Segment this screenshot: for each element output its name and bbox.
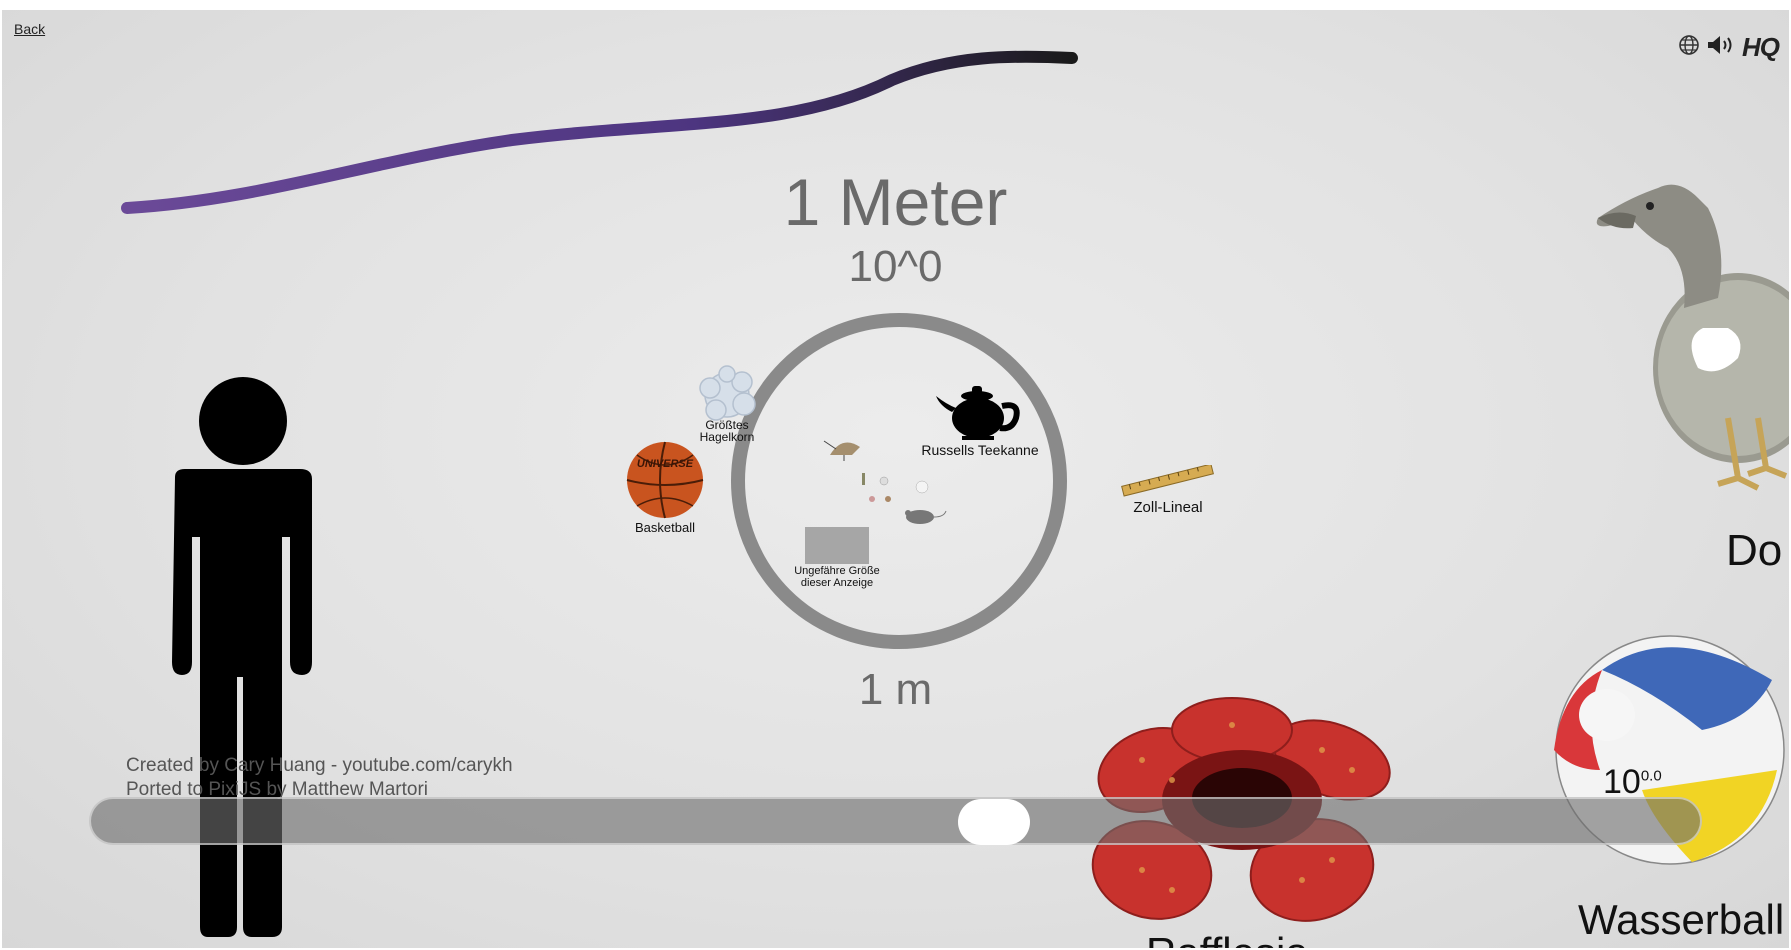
- rafflesia-label: Rafflesia: [1146, 932, 1309, 948]
- screen-size-label: Ungefähre Größe dieser Anzeige: [794, 565, 880, 589]
- screen-size-rect: [805, 527, 869, 564]
- teapot-image: [936, 386, 1020, 440]
- scale-viewport[interactable]: Back HQ: [2, 10, 1789, 948]
- teapot-label: Russells Teekanne: [921, 442, 1039, 458]
- zoom-slider-track[interactable]: [89, 797, 1702, 845]
- basketball-brand: UNIVERSE: [637, 458, 694, 470]
- hailstone-image: [699, 365, 756, 421]
- dodo-label: Do: [1726, 526, 1783, 575]
- ruler-label: Zoll-Lineal: [1133, 499, 1203, 516]
- human-silhouette: [172, 377, 312, 937]
- scale-unit: 1 m: [858, 665, 933, 714]
- zoom-slider-thumb[interactable]: [958, 799, 1030, 845]
- dodo-image: [1596, 184, 1789, 491]
- hq-toggle-button[interactable]: HQ: [1742, 32, 1780, 62]
- rope-image: [121, 50, 1078, 214]
- globe-icon[interactable]: [1678, 34, 1700, 61]
- speaker-icon[interactable]: [1706, 34, 1736, 61]
- top-toolbar: HQ: [1678, 32, 1780, 63]
- back-link[interactable]: Back: [14, 21, 46, 37]
- scale-title: 1 Meter: [783, 165, 1008, 239]
- slider-value-readout: 100.0: [1603, 763, 1662, 801]
- basketball-label: Basketball: [635, 520, 695, 535]
- basketball-image: UNIVERSE: [626, 441, 704, 519]
- credits-line-port: Ported to PixiJS by Matthew Martori: [126, 779, 428, 800]
- credits-line-creator: Created by Cary Huang - youtube.com/cary…: [126, 755, 513, 776]
- tiny-animals-cluster: [823, 440, 947, 524]
- scale-power: 10^0: [848, 242, 943, 291]
- hailstone-label: Größtes Hagelkorn: [699, 418, 755, 444]
- credits: Created by Cary Huang - youtube.com/cary…: [126, 754, 513, 802]
- ruler-image: [1121, 465, 1214, 497]
- beachball-label: Wasserball: [1578, 896, 1785, 943]
